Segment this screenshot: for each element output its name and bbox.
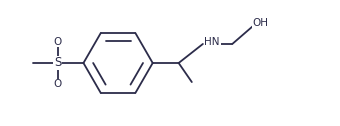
Text: O: O (53, 37, 62, 46)
Text: HN: HN (204, 37, 220, 47)
Text: O: O (53, 80, 62, 89)
Text: S: S (54, 56, 61, 70)
Text: OH: OH (253, 18, 269, 28)
